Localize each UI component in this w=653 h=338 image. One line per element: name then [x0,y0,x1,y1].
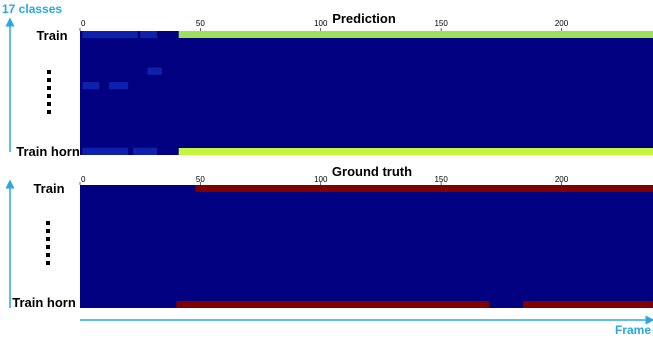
prediction-train-row [178,31,653,38]
ground-truth-row-label-train-horn: Train horn [12,295,76,310]
faint-activation-cell [140,31,158,39]
prediction-x-ticks: 0 50 100 150 200 [79,19,569,31]
x-axis-label: Frame [615,323,651,337]
ground-truth-panel: Ground truth 0 50 100 150 200 Train Train ho… [12,164,653,310]
ground-truth-title: Ground truth [332,164,412,179]
faint-activation-cell [82,147,129,155]
x-tick-label: 0 [81,19,86,28]
ground-truth-train-horn-row [176,301,653,308]
prediction-ellipsis-dots [47,70,51,114]
ground-truth-heatmap-background [80,185,653,308]
x-tick-label: 200 [555,19,569,28]
x-tick-label: 0 [81,175,86,184]
faint-activation-cell [132,147,158,155]
faint-activation-cell [82,31,138,39]
active-segment [522,301,653,308]
prediction-row-label-train: Train [36,28,67,43]
ground-truth-train-row [195,185,653,192]
faint-activation-cell [82,82,100,90]
active-segment [195,185,653,192]
active-segment [178,31,653,38]
faint-activation-cell [108,82,129,90]
prediction-train-horn-row [178,148,653,155]
x-tick-label: 50 [196,19,205,28]
faint-activation-cell [147,67,162,75]
ground-truth-row-label-train: Train [33,181,64,196]
ground-truth-x-ticks: 0 50 100 150 200 [79,175,569,185]
prediction-panel: Prediction 0 50 100 150 200 Train Train horn [16,11,653,159]
x-tick-label: 100 [314,175,328,184]
x-tick-label: 150 [434,19,448,28]
ground-truth-ellipsis-dots [46,221,50,265]
y-axis-label: 17 classes [2,2,62,16]
active-segment [178,148,653,155]
x-tick-label: 200 [555,175,569,184]
prediction-faint-activations [82,31,162,155]
prediction-heatmap-background [80,31,653,155]
active-segment [176,301,490,308]
prediction-title: Prediction [332,11,396,26]
x-tick-label: 50 [196,175,205,184]
prediction-row-label-train-horn: Train horn [16,144,80,159]
x-tick-label: 150 [434,175,448,184]
x-tick-label: 100 [314,19,328,28]
